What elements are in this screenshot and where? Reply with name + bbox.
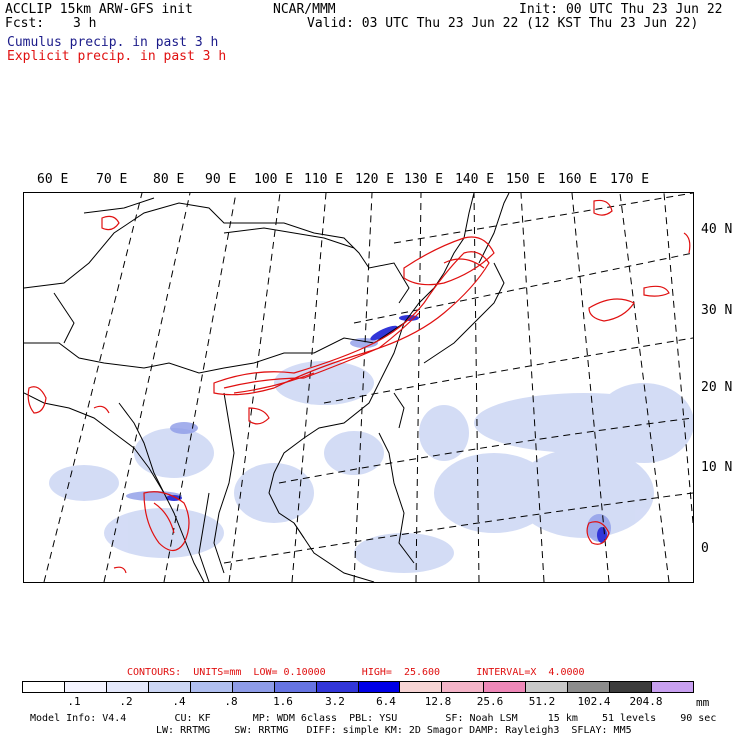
color-bar-segment	[568, 682, 611, 692]
contours-info: CONTOURS: UNITS=mm LOW= 0.10000 HIGH= 25…	[127, 667, 585, 678]
explicit-precip-contours	[27, 199, 691, 574]
forecast-hour: 3 h	[73, 16, 97, 31]
color-bar-segment	[400, 682, 443, 692]
lon-label: 60 E	[37, 172, 69, 187]
forecast-label: Fcst:	[5, 16, 45, 31]
color-bar-segment	[23, 682, 65, 692]
lon-label: 80 E	[153, 172, 185, 187]
lon-label: 70 E	[96, 172, 128, 187]
color-bar-tick: .4	[172, 695, 186, 708]
lon-label: 90 E	[205, 172, 237, 187]
lon-label: 160 E	[558, 172, 598, 187]
color-bar-segment	[358, 682, 401, 692]
color-bar-tick: 25.6	[476, 695, 504, 708]
color-bar-segment	[190, 682, 233, 692]
color-bar-segment	[232, 682, 275, 692]
precip-color-bar	[22, 681, 694, 693]
color-bar-segment	[106, 682, 149, 692]
color-bar-segment	[610, 682, 653, 692]
cumulus-precip-shading	[49, 315, 694, 573]
coastlines	[23, 192, 510, 583]
color-bar-tick: 102.4	[577, 695, 611, 708]
model-info-line2: LW: RRTMG SW: RRTMG DIFF: simple KM: 2D …	[156, 725, 632, 736]
color-bar-tick: 12.8	[424, 695, 452, 708]
lon-label: 100 E	[254, 172, 294, 187]
color-bar-tick: .1	[67, 695, 81, 708]
lat-label: 10 N	[701, 460, 733, 475]
color-bar-tick: 6.4	[376, 695, 396, 708]
cumulus-precip-label: Cumulus precip. in past 3 h	[7, 35, 219, 50]
color-bar-tick: .2	[119, 695, 133, 708]
map-canvas	[23, 192, 694, 583]
lat-label: 40 N	[701, 222, 733, 237]
model-info-line1: Model Info: V4.4 CU: KF MP: WDM 6class P…	[30, 713, 717, 724]
lon-label: 110 E	[304, 172, 344, 187]
color-bar-segment	[316, 682, 359, 692]
explicit-precip-label: Explicit precip. in past 3 h	[7, 49, 227, 64]
color-bar-segment	[64, 682, 107, 692]
color-bar-tick: .8	[224, 695, 238, 708]
lat-label: 20 N	[701, 380, 733, 395]
lon-label: 120 E	[355, 172, 395, 187]
color-bar-tick: 1.6	[273, 695, 293, 708]
color-bar-segment	[484, 682, 527, 692]
color-bar-segment	[148, 682, 191, 692]
color-bar-segment	[442, 682, 485, 692]
color-bar-unit: mm	[696, 696, 710, 709]
plot-title: ACCLIP 15km ARW-GFS init	[5, 2, 193, 17]
color-bar-segment	[274, 682, 317, 692]
lon-label: 170 E	[610, 172, 650, 187]
precipitation-map	[23, 192, 694, 583]
color-bar-tick: 51.2	[528, 695, 556, 708]
init-time: Init: 00 UTC Thu 23 Jun 22	[519, 2, 723, 17]
lat-label: 30 N	[701, 303, 733, 318]
valid-time: Valid: 03 UTC Thu 23 Jun 22 (12 KST Thu …	[307, 16, 699, 31]
color-bar-tick: 204.8	[629, 695, 663, 708]
color-bar-tick: 3.2	[325, 695, 345, 708]
lon-label: 150 E	[506, 172, 546, 187]
center-label: NCAR/MMM	[273, 2, 336, 17]
lat-label: 0	[701, 541, 709, 556]
color-bar-segment	[526, 682, 569, 692]
lon-label: 130 E	[404, 172, 444, 187]
lon-label: 140 E	[455, 172, 495, 187]
color-bar-segment	[652, 682, 693, 692]
